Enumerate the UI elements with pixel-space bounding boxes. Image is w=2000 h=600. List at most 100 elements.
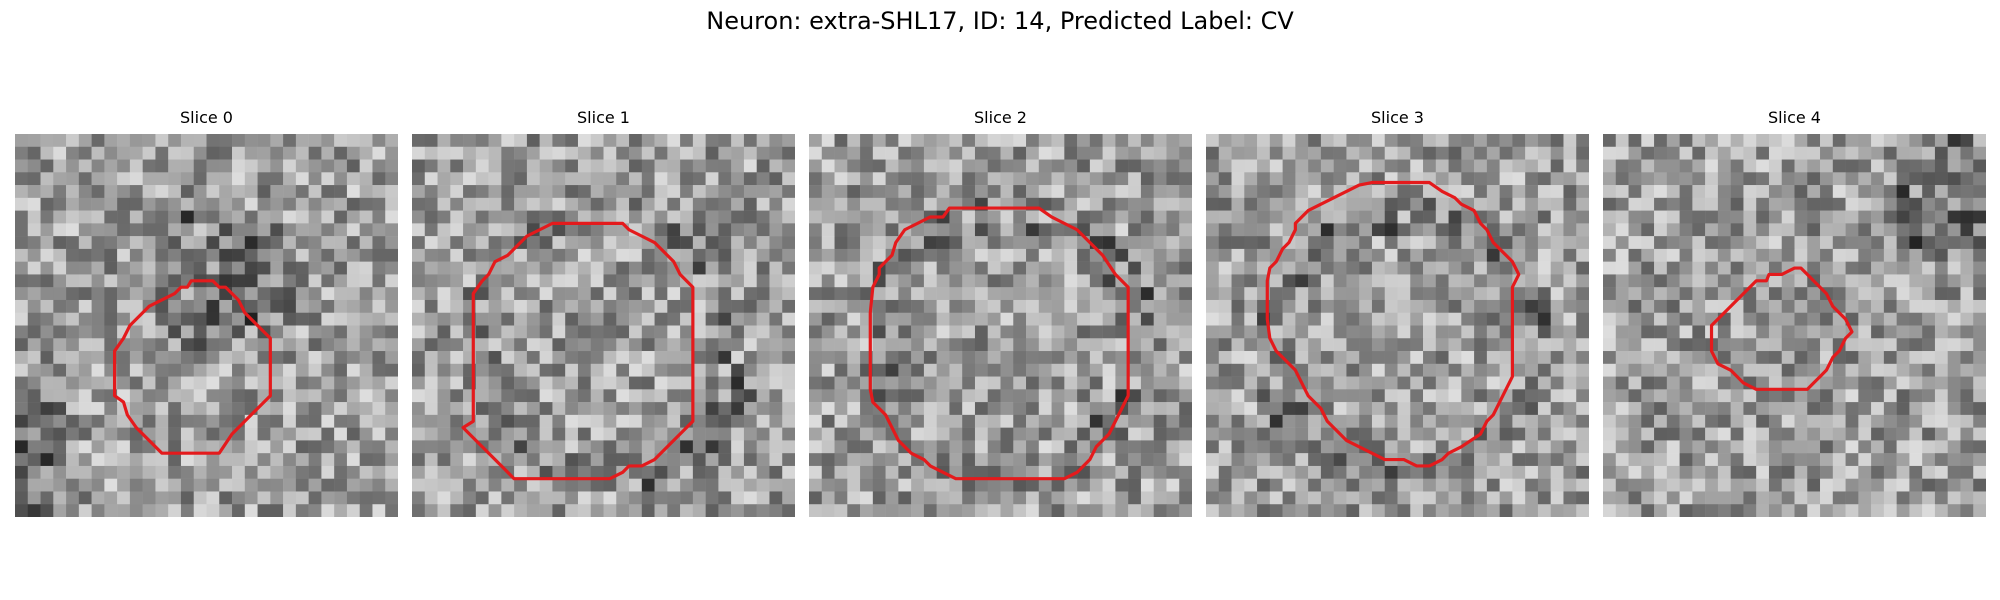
pixel bbox=[782, 134, 795, 148]
pixel bbox=[1679, 312, 1693, 326]
pixel bbox=[1384, 427, 1398, 441]
pixel bbox=[1077, 363, 1091, 377]
pixel bbox=[847, 440, 861, 454]
pixel bbox=[1563, 248, 1577, 262]
pixel bbox=[1934, 197, 1948, 211]
pixel bbox=[782, 402, 795, 416]
pixel bbox=[1140, 491, 1154, 505]
pixel bbox=[847, 134, 861, 148]
pixel bbox=[1064, 312, 1078, 326]
pixel bbox=[987, 402, 1001, 416]
pixel bbox=[15, 197, 29, 211]
pixel bbox=[565, 414, 579, 428]
pixel bbox=[385, 223, 398, 237]
pixel bbox=[1128, 338, 1142, 352]
pixel bbox=[731, 427, 745, 441]
pixel bbox=[1756, 223, 1770, 237]
pixel bbox=[1128, 440, 1142, 454]
pixel bbox=[1807, 287, 1821, 301]
pixel bbox=[834, 351, 848, 365]
pixel bbox=[705, 299, 719, 313]
pixel bbox=[1896, 159, 1910, 173]
pixel bbox=[1435, 402, 1449, 416]
pixel bbox=[1051, 414, 1065, 428]
pixel bbox=[1026, 427, 1040, 441]
pixel bbox=[1397, 134, 1411, 148]
pixel bbox=[756, 248, 770, 262]
pixel bbox=[412, 478, 426, 492]
pixel bbox=[552, 210, 566, 224]
pixel bbox=[1563, 363, 1577, 377]
pixel bbox=[641, 312, 655, 326]
pixel bbox=[1461, 402, 1475, 416]
pixel bbox=[1115, 172, 1129, 186]
pixel bbox=[1474, 185, 1488, 199]
pixel bbox=[1883, 159, 1897, 173]
pixel bbox=[743, 248, 757, 262]
pixel bbox=[1654, 491, 1668, 505]
pixel bbox=[1397, 389, 1411, 403]
pixel bbox=[809, 236, 823, 250]
pixel bbox=[1679, 465, 1693, 479]
pixel bbox=[346, 338, 360, 352]
pixel bbox=[66, 427, 80, 441]
pixel bbox=[769, 159, 783, 173]
pixel bbox=[346, 274, 360, 288]
pixel bbox=[1435, 414, 1449, 428]
pixel bbox=[590, 172, 604, 186]
pixel bbox=[168, 261, 182, 275]
pixel bbox=[1615, 197, 1629, 211]
pixel bbox=[1705, 427, 1719, 441]
pixel bbox=[385, 440, 398, 454]
pixel bbox=[1666, 440, 1680, 454]
pixel bbox=[641, 402, 655, 416]
pixel bbox=[1000, 453, 1014, 467]
pixel bbox=[1115, 159, 1129, 173]
pixel bbox=[244, 274, 258, 288]
pixel bbox=[424, 363, 438, 377]
pixel bbox=[974, 440, 988, 454]
pixel bbox=[104, 248, 118, 262]
pixel bbox=[898, 287, 912, 301]
pixel bbox=[1756, 172, 1770, 186]
pixel bbox=[232, 210, 246, 224]
pixel bbox=[860, 427, 874, 441]
pixel bbox=[1206, 312, 1220, 326]
pixel bbox=[1603, 414, 1617, 428]
pixel bbox=[1576, 338, 1589, 352]
pixel bbox=[1359, 236, 1373, 250]
pixel bbox=[898, 134, 912, 148]
pixel bbox=[1858, 478, 1872, 492]
pixel bbox=[1153, 197, 1167, 211]
pixel bbox=[1218, 236, 1232, 250]
pixel bbox=[1896, 504, 1910, 517]
pixel bbox=[526, 299, 540, 313]
pixel bbox=[539, 312, 553, 326]
pixel bbox=[1013, 414, 1027, 428]
pixel bbox=[1346, 287, 1360, 301]
pixel bbox=[270, 146, 284, 160]
pixel bbox=[1896, 210, 1910, 224]
pixel bbox=[359, 376, 373, 390]
pixel bbox=[270, 491, 284, 505]
pixel bbox=[667, 414, 681, 428]
pixel bbox=[987, 338, 1001, 352]
pixel bbox=[1909, 261, 1923, 275]
pixel bbox=[168, 338, 182, 352]
pixel bbox=[1269, 402, 1283, 416]
pixel bbox=[1333, 210, 1347, 224]
pixel bbox=[1423, 478, 1437, 492]
pixel bbox=[450, 478, 464, 492]
pixel bbox=[1550, 478, 1564, 492]
pixel bbox=[1666, 427, 1680, 441]
pixel bbox=[756, 465, 770, 479]
pixel bbox=[885, 363, 899, 377]
pixel bbox=[1461, 299, 1475, 313]
pixel bbox=[1026, 261, 1040, 275]
pixel bbox=[1807, 427, 1821, 441]
pixel bbox=[1038, 440, 1052, 454]
pixel bbox=[1730, 185, 1744, 199]
pixel bbox=[129, 172, 143, 186]
pixel bbox=[244, 338, 258, 352]
pixel bbox=[1410, 236, 1424, 250]
